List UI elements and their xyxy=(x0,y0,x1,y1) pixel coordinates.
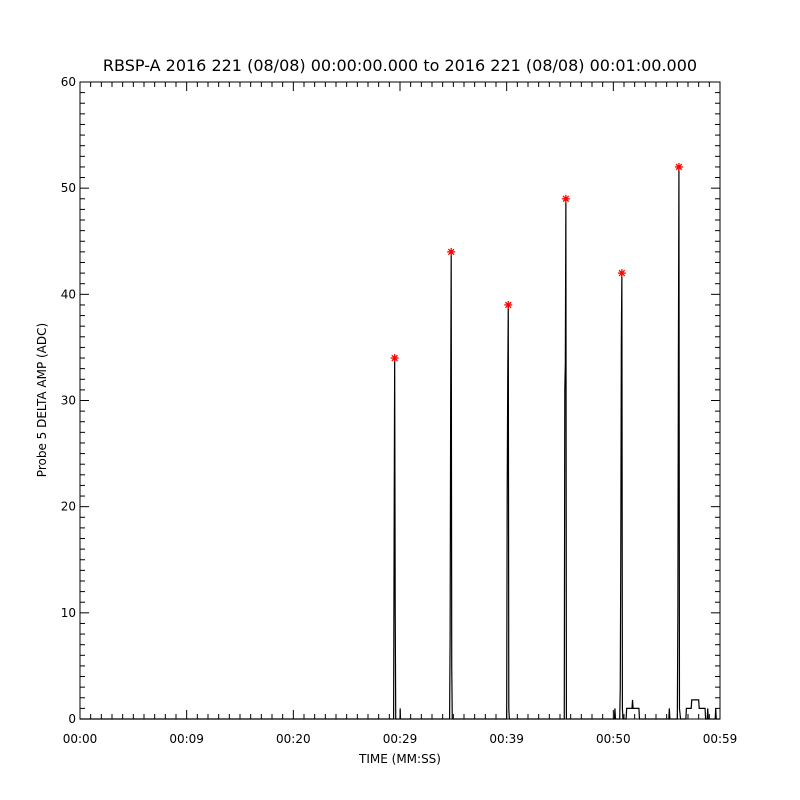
y-tick-label: 20 xyxy=(61,500,76,514)
y-tick-label: 0 xyxy=(68,712,76,726)
peak-marker xyxy=(447,247,456,256)
y-tick-label: 60 xyxy=(61,75,76,89)
x-tick-label: 00:20 xyxy=(276,732,311,746)
x-axis: 00:00 00:09 00:20 00:29 00:39 00:50 00:59 xyxy=(63,82,738,746)
x-tick-label: 00:00 xyxy=(63,732,98,746)
peak-markers xyxy=(390,162,683,363)
y-axis-label: Probe 5 DELTA AMP (ADC) xyxy=(35,323,49,477)
x-tick-label: 00:29 xyxy=(383,732,418,746)
x-tick-label: 00:09 xyxy=(169,732,204,746)
x-tick-label: 00:39 xyxy=(489,732,524,746)
y-axis: 0 10 20 30 40 50 60 xyxy=(61,75,720,726)
y-tick-label: 10 xyxy=(61,606,76,620)
peak-marker xyxy=(674,162,683,171)
peak-marker xyxy=(390,354,399,363)
y-tick-label: 40 xyxy=(61,287,76,301)
x-axis-label: TIME (MM:SS) xyxy=(358,752,441,766)
peak-marker xyxy=(504,300,513,309)
x-tick-label: 00:59 xyxy=(703,732,738,746)
chart-title: RBSP-A 2016 221 (08/08) 00:00:00.000 to … xyxy=(103,56,697,75)
x-tick-label: 00:50 xyxy=(596,732,631,746)
peak-marker xyxy=(617,269,626,278)
peak-marker xyxy=(561,194,570,203)
y-tick-label: 50 xyxy=(61,181,76,195)
y-tick-label: 30 xyxy=(61,394,76,408)
